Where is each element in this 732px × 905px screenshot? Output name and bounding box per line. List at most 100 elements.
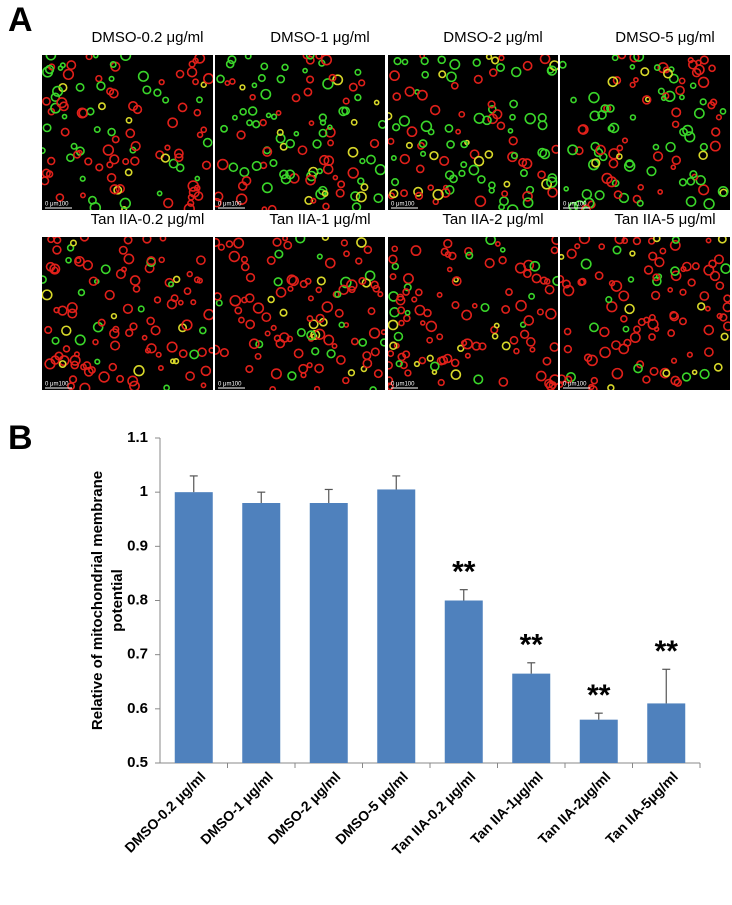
cell (498, 55, 505, 62)
cell (322, 202, 330, 210)
cell (106, 87, 115, 96)
cell (196, 131, 204, 139)
cell (42, 289, 53, 301)
cell (185, 371, 195, 381)
cell (399, 153, 411, 165)
cell (42, 176, 50, 186)
cell (79, 382, 91, 390)
cell (562, 284, 575, 297)
cell (426, 336, 434, 344)
cell (606, 301, 618, 313)
cell (591, 158, 601, 168)
cell (270, 324, 277, 331)
cell (524, 112, 536, 125)
cell (174, 153, 184, 163)
cell (450, 81, 459, 90)
cell (633, 55, 645, 62)
cell (61, 113, 68, 120)
cell (286, 274, 298, 286)
cell (519, 329, 530, 339)
cell (652, 276, 662, 287)
cell (192, 78, 199, 86)
cell (95, 163, 104, 172)
cell (605, 296, 613, 304)
cell (599, 326, 610, 338)
cell (343, 250, 350, 258)
micrograph: 0 μm100 (560, 237, 730, 390)
cell (698, 184, 710, 196)
cell (522, 191, 533, 202)
cell (84, 157, 93, 166)
cell (189, 349, 200, 360)
cell (698, 150, 708, 161)
cell (57, 305, 68, 316)
cell (665, 141, 676, 153)
y-tick-label: 0.9 (127, 537, 148, 554)
cell (133, 365, 145, 377)
cell (348, 82, 358, 92)
cell (93, 126, 101, 134)
cell (420, 120, 433, 133)
cell (501, 341, 511, 351)
cell (312, 139, 322, 149)
cell (193, 191, 204, 201)
cell (116, 374, 125, 383)
cell (272, 237, 282, 247)
cell (164, 144, 171, 151)
cell (245, 272, 256, 283)
cell (402, 288, 410, 296)
cell (58, 355, 70, 367)
cell (146, 256, 156, 266)
cell (306, 330, 317, 341)
cell (104, 289, 115, 301)
cell (235, 193, 248, 206)
cell (79, 175, 86, 182)
cell (653, 64, 661, 72)
cell (678, 77, 686, 85)
cell (373, 193, 384, 204)
cell (216, 158, 229, 171)
cell (62, 345, 71, 353)
cell (523, 269, 532, 279)
cell (193, 276, 201, 284)
cell (715, 281, 725, 291)
scale-label: 0 μm100 (391, 382, 415, 388)
cell (450, 369, 462, 380)
cell (574, 146, 584, 156)
cell (667, 329, 676, 337)
cell (671, 120, 680, 129)
cell (328, 73, 337, 82)
significance-mark: ** (587, 679, 611, 712)
cell (457, 344, 465, 353)
cell (472, 58, 481, 67)
cell (657, 87, 665, 95)
cell (633, 363, 643, 374)
cell (291, 93, 301, 103)
cell (305, 75, 315, 84)
cell (58, 101, 69, 112)
cell (215, 237, 221, 247)
cell (485, 55, 493, 60)
cell (216, 74, 225, 84)
cell (589, 110, 601, 122)
cell (251, 160, 262, 172)
cell (347, 146, 359, 158)
cell (69, 239, 77, 247)
cell (491, 332, 499, 340)
cell (80, 363, 87, 371)
cell (321, 190, 329, 197)
cell (523, 315, 535, 326)
cell (137, 70, 149, 82)
cell (287, 285, 294, 292)
cell (203, 308, 213, 321)
cell (697, 76, 710, 88)
cell (415, 164, 425, 174)
cell (321, 237, 330, 241)
cell (96, 81, 106, 91)
cell (350, 191, 361, 202)
cell (66, 60, 77, 71)
cell (269, 158, 278, 168)
cell (496, 63, 506, 73)
cell (390, 155, 397, 162)
image-label: Tan IIA-1 μg/ml (269, 211, 370, 228)
